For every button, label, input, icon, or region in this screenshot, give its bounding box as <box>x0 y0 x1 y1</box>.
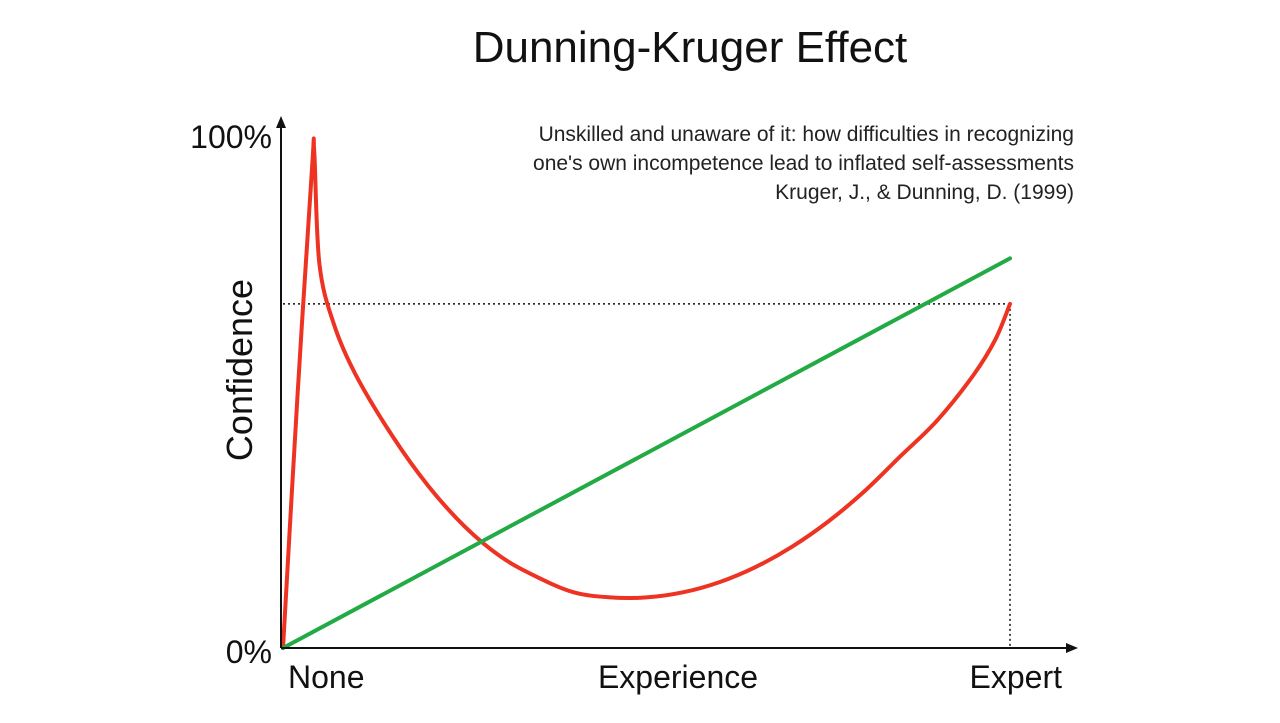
series-line-2 <box>281 256 1012 650</box>
y-axis-label: Confidence <box>219 279 260 461</box>
citation-line-1: Unskilled and unaware of it: how difficu… <box>539 123 1074 146</box>
chart-title: Dunning-Kruger Effect <box>473 23 908 72</box>
x-axis-arrow <box>1066 643 1078 653</box>
reference-lines <box>283 303 1011 648</box>
y-tick-label-bottom: 0% <box>226 634 272 670</box>
axes <box>276 116 1078 653</box>
y-tick-label-top: 100% <box>190 119 272 155</box>
series-group <box>281 136 1012 650</box>
x-axis-label: Experience <box>598 659 758 695</box>
citation-line-2: one's own incompetence lead to inflated … <box>533 152 1074 175</box>
citation-line-3: Kruger, J., & Dunning, D. (1999) <box>775 181 1074 204</box>
x-tick-label-end: Expert <box>970 659 1063 695</box>
y-axis-arrow <box>276 116 286 128</box>
series-line-1 <box>281 136 1012 650</box>
x-tick-label-start: None <box>288 659 365 695</box>
